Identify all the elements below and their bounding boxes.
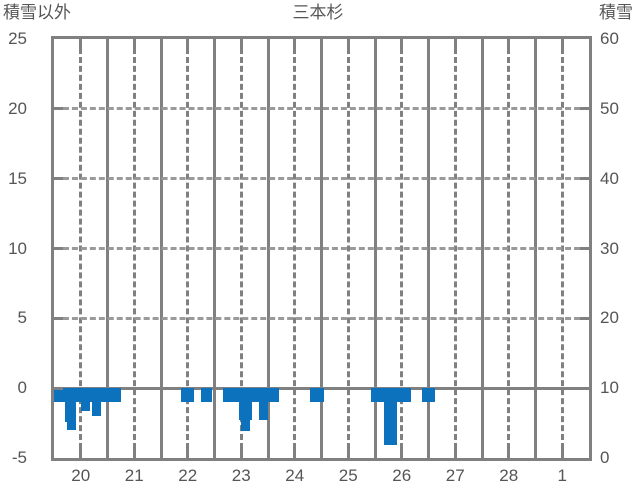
bar xyxy=(201,388,213,403)
y-axis-label-right-30: 30 xyxy=(600,238,619,258)
x-axis-label-22: 22 xyxy=(178,466,198,485)
x-tick-mark xyxy=(480,449,484,458)
x-tick-mark xyxy=(534,449,537,458)
right-axis-unit-label: 積雪 xyxy=(599,3,633,22)
x-axis-label-21: 21 xyxy=(124,466,144,485)
x-tick-mark xyxy=(427,39,430,48)
left-axis-unit-label: 積雪以外 xyxy=(3,3,71,22)
y-axis-label-right-20: 20 xyxy=(600,308,619,328)
y-tick-mark-left xyxy=(54,177,63,181)
x-tick-mark xyxy=(132,39,136,48)
bar xyxy=(259,388,268,421)
plot-area xyxy=(51,36,592,461)
x-axis-label-27: 27 xyxy=(445,466,465,485)
x-tick-mark xyxy=(106,39,109,48)
y-tick-mark-left xyxy=(54,316,63,320)
bar xyxy=(80,388,90,411)
page-title: 三本杉 xyxy=(292,3,344,22)
y-axis-label-left-0: 0 xyxy=(17,378,27,398)
x-tick-mark xyxy=(239,449,243,458)
x-tick-mark xyxy=(453,449,457,458)
x-tick-mark xyxy=(400,449,404,458)
bar xyxy=(241,388,251,432)
x-tick-mark xyxy=(213,449,216,458)
y-tick-mark-right xyxy=(580,247,589,250)
x-tick-mark xyxy=(159,449,163,458)
x-tick-mark xyxy=(266,39,270,48)
x-axis-label-26: 26 xyxy=(392,466,412,485)
x-axis-label-1: 1 xyxy=(557,466,567,485)
bar xyxy=(310,388,324,403)
x-axis-label-25: 25 xyxy=(338,466,358,485)
x-axis-label-24: 24 xyxy=(285,466,305,485)
y-axis-label-left-5: 5 xyxy=(17,308,27,328)
y-tick-mark-right xyxy=(580,177,589,181)
y-axis-label-right-60: 60 xyxy=(600,29,619,48)
y-axis-label-left--5: -5 xyxy=(11,448,27,467)
bar xyxy=(67,388,77,431)
x-axis-label-28: 28 xyxy=(499,466,519,485)
y-axis-label-left-20: 20 xyxy=(8,98,27,118)
x-tick-mark xyxy=(560,449,564,458)
y-tick-mark-right xyxy=(580,386,589,390)
x-tick-mark xyxy=(427,449,430,458)
x-tick-mark xyxy=(266,449,270,458)
x-tick-mark xyxy=(293,449,297,458)
x-tick-mark xyxy=(534,39,537,48)
x-tick-mark xyxy=(132,449,136,458)
x-axis-label-20: 20 xyxy=(71,466,91,485)
x-tick-mark xyxy=(346,449,350,458)
y-axis-label-left-15: 15 xyxy=(8,168,27,188)
x-tick-mark xyxy=(400,39,404,48)
x-tick-mark xyxy=(79,449,83,458)
y-axis-label-left-25: 25 xyxy=(8,29,27,48)
gridline-y-15 xyxy=(54,177,589,181)
x-tick-mark xyxy=(186,39,190,48)
x-tick-mark xyxy=(453,39,457,48)
bar xyxy=(91,388,101,417)
y-tick-mark-left xyxy=(54,107,63,111)
y-tick-mark-left xyxy=(54,247,63,250)
bar xyxy=(383,388,398,446)
x-tick-mark xyxy=(106,449,109,458)
x-tick-mark xyxy=(373,39,377,48)
x-tick-mark xyxy=(159,39,163,48)
x-tick-mark xyxy=(320,449,323,458)
gridline-y-20 xyxy=(54,107,589,111)
y-tick-mark-right xyxy=(580,316,589,320)
x-axis-label-23: 23 xyxy=(231,466,251,485)
x-tick-mark xyxy=(213,39,216,48)
x-tick-mark xyxy=(373,449,377,458)
gridline-y-10 xyxy=(54,247,589,250)
bar xyxy=(421,388,436,403)
gridline-y-5 xyxy=(54,316,589,320)
x-tick-mark xyxy=(507,449,511,458)
x-tick-mark xyxy=(346,39,350,48)
x-tick-mark xyxy=(320,39,323,48)
y-axis-label-right-50: 50 xyxy=(600,98,619,118)
y-axis-label-right-10: 10 xyxy=(600,378,619,398)
x-tick-mark xyxy=(293,39,297,48)
bar xyxy=(181,388,195,403)
y-axis-label-right-0: 0 xyxy=(600,448,610,467)
x-tick-mark xyxy=(507,39,511,48)
y-axis-label-left-10: 10 xyxy=(8,238,27,258)
x-tick-mark xyxy=(186,449,190,458)
x-tick-mark xyxy=(239,39,243,48)
plot-inner xyxy=(54,39,589,458)
x-tick-mark xyxy=(480,39,484,48)
y-tick-mark-left xyxy=(54,386,63,390)
x-tick-mark xyxy=(560,39,564,48)
y-axis-label-right-40: 40 xyxy=(600,168,619,188)
y-tick-mark-right xyxy=(580,107,589,111)
x-tick-mark xyxy=(79,39,83,48)
